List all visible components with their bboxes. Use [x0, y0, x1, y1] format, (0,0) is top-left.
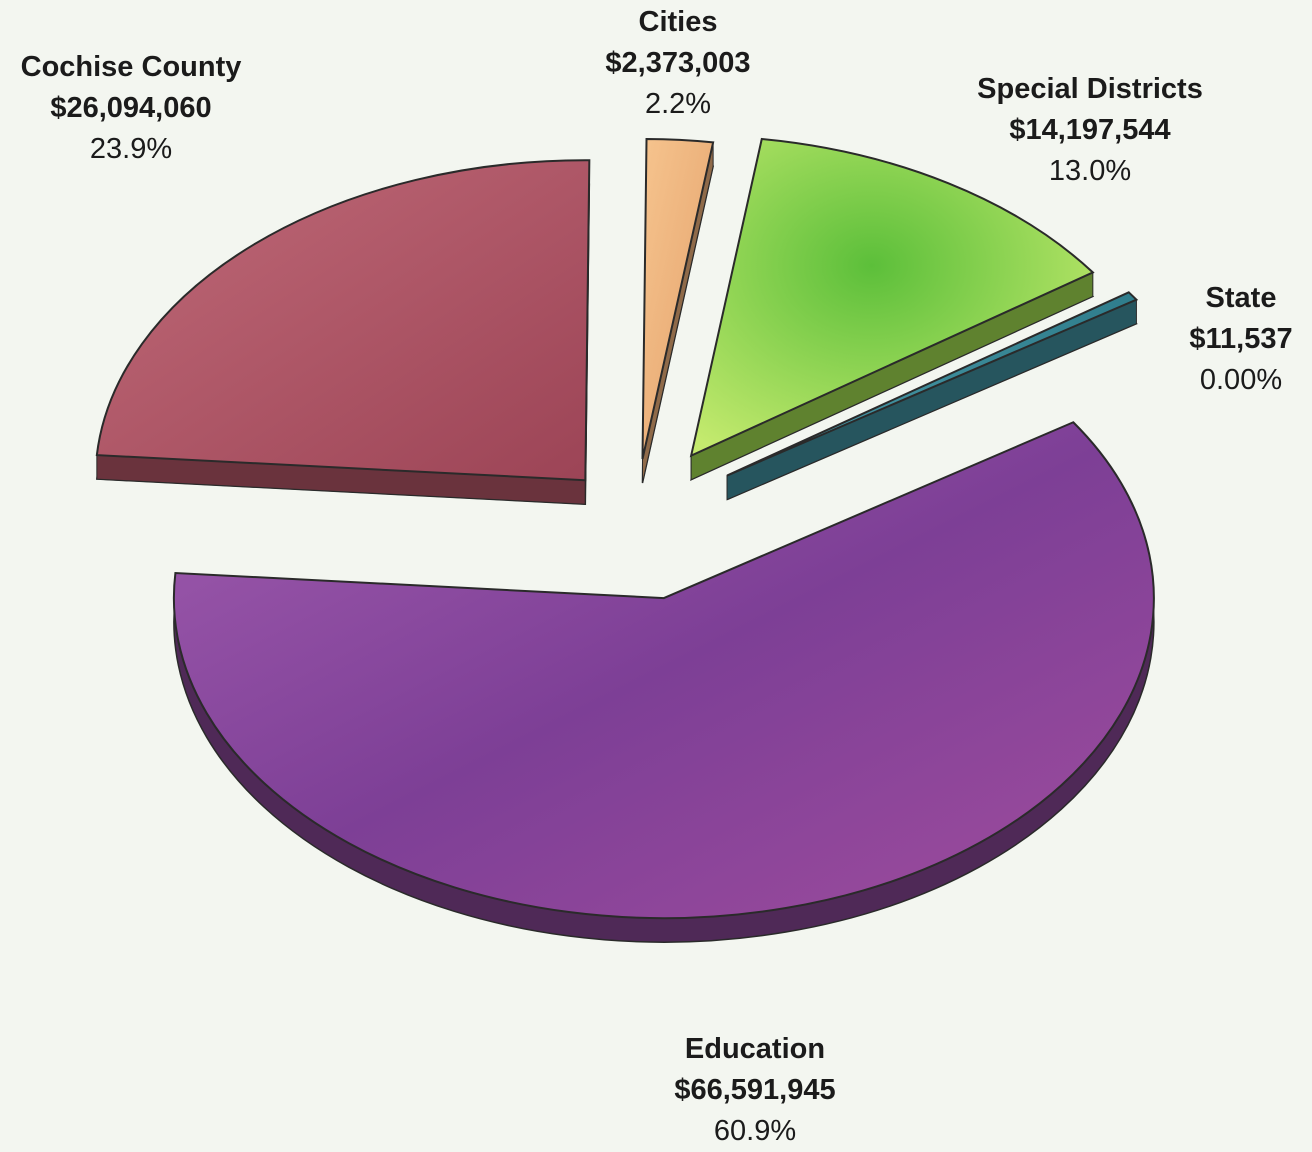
label-cities: Cities $2,373,003 2.2% — [578, 2, 778, 125]
slice-label-percent: 0.00% — [1199, 364, 1283, 396]
slice-label-percent: 2.2% — [644, 88, 712, 120]
slice-cochise-county — [95, 159, 591, 505]
slice-label-value: $14,197,544 — [1009, 114, 1171, 146]
slice-education — [172, 421, 1155, 943]
slice-label-value: $26,094,060 — [50, 92, 212, 124]
slice-education-top — [172, 421, 1155, 920]
label-special-districts: Special Districts $14,197,544 13.0% — [950, 69, 1230, 192]
slice-state — [726, 291, 1139, 501]
slice-cities-top — [641, 137, 715, 460]
slice-label-value: $2,373,003 — [605, 47, 751, 79]
slice-label-percent: 13.0% — [1048, 155, 1132, 187]
slice-label-name: Special Districts — [977, 73, 1203, 105]
label-cochise-county: Cochise County $26,094,060 23.9% — [0, 47, 262, 170]
slice-label-name: Education — [684, 1033, 826, 1065]
slice-label-name: Cities — [638, 6, 718, 38]
slice-label-name: State — [1205, 282, 1277, 314]
slice-cities — [641, 137, 715, 484]
slice-label-name: Cochise County — [20, 51, 242, 83]
label-state: State $11,537 0.00% — [1170, 278, 1312, 401]
slice-label-percent: 23.9% — [89, 133, 173, 165]
slice-label-value: $11,537 — [1189, 323, 1293, 355]
slice-state-top — [726, 291, 1139, 477]
slice-label-percent: 60.9% — [713, 1115, 797, 1147]
slice-cochise-county-top — [95, 159, 591, 482]
slice-label-value: $66,591,945 — [674, 1074, 836, 1106]
label-education: Education $66,591,945 60.9% — [635, 1029, 875, 1152]
slice-special-districts-top — [689, 137, 1095, 458]
slice-special-districts — [689, 137, 1095, 481]
